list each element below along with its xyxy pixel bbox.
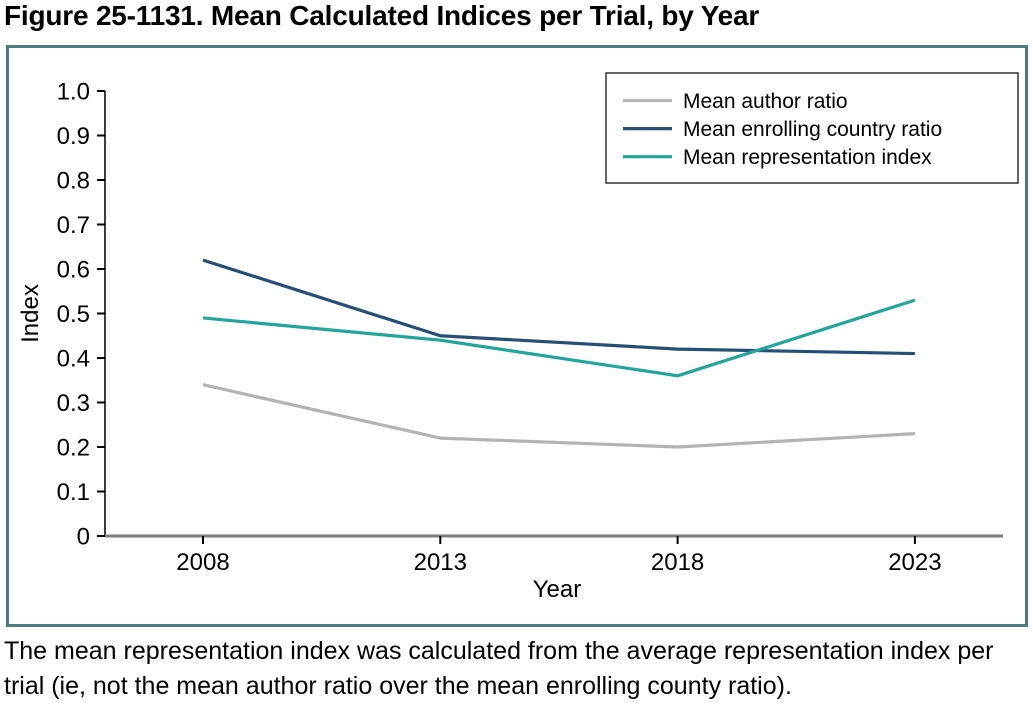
series-line-mean-enrolling-country-ratio xyxy=(202,258,915,356)
y-axis-tick-label: 0.6 xyxy=(57,256,90,283)
chart-panel: 0 0.1 0.2 0.3 0.4 0.5 0.6 0.7 0.8 0.9 1.0 2008 2013 2… xyxy=(6,45,1028,627)
figure-title: Figure 25-1131. Mean Calculated Indices … xyxy=(4,0,760,31)
y-axis-tick-label: 1.0 xyxy=(57,78,90,105)
series-line-mean-representation-index xyxy=(202,298,916,378)
legend-label: Mean author ratio xyxy=(683,90,848,113)
y-axis-tick-label: 0.2 xyxy=(57,434,90,461)
x-axis-title: Year xyxy=(533,576,582,603)
x-axis-tick-label: 2013 xyxy=(414,549,467,576)
line-chart: 0 0.1 0.2 0.3 0.4 0.5 0.6 0.7 0.8 0.9 1.0 2008 2013 2… xyxy=(17,72,1019,603)
figure-caption: The mean representation index was calcul… xyxy=(4,637,994,700)
y-axis-tick-label: 0.8 xyxy=(57,167,90,194)
y-axis-tick-label: 0 xyxy=(77,523,90,550)
y-axis-tick-label: 0.5 xyxy=(57,301,90,328)
legend-label: Mean enrolling country ratio xyxy=(683,118,942,141)
y-axis-tick-label: 0.4 xyxy=(57,345,90,372)
legend: Mean author ratio Mean enrolling country … xyxy=(605,72,1019,184)
x-axis-tick-label: 2023 xyxy=(888,549,941,576)
y-axis-tick-label: 0.7 xyxy=(57,212,90,239)
y-axis-title: Index xyxy=(17,284,44,343)
y-axis-tick-label: 0.9 xyxy=(57,123,90,150)
legend-box xyxy=(605,72,1019,184)
x-axis-tick-label: 2008 xyxy=(176,549,229,576)
y-axis-tick-label: 0.1 xyxy=(57,479,90,506)
y-axis-tick-label: 0.3 xyxy=(57,390,90,417)
series-line-mean-author-ratio xyxy=(202,383,915,449)
legend-label: Mean representation index xyxy=(683,146,932,169)
x-axis-tick-label: 2018 xyxy=(651,549,704,576)
